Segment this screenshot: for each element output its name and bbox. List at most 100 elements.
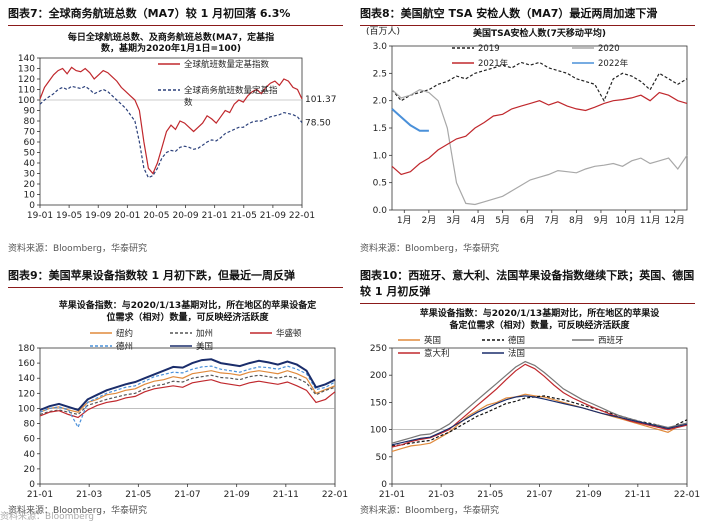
chart-subtitle: 位需求（相对）数量，可反映经济活跃度 — [106, 311, 269, 323]
panel-global-flights: 图表7：全球商务航班总数（MA7）较 1 月初回落 6.3% 每日全球航班总数、… — [0, 0, 351, 262]
series-line-美国 — [39, 358, 336, 412]
y-tick-label: 40 — [24, 159, 36, 169]
legend-label: 2020 — [598, 44, 620, 54]
legend-label: 2021年 — [478, 58, 509, 69]
y-tick-label: 30 — [24, 170, 36, 180]
panel-tsa: 图表8：美国航空 TSA 安检人数（MA7）最近两周加速下滑 美国TSA安检人数… — [352, 0, 703, 262]
series-line-2022年 — [391, 108, 429, 132]
legend-label: 数 — [184, 97, 193, 108]
y-tick-label: 60 — [24, 435, 36, 445]
chart-subtitle: 美国TSA安检人数(7天移动平均) — [473, 27, 606, 39]
y-tick-label: 140 — [18, 374, 35, 384]
panel-eu-apple-mobility: 图表10：西班牙、意大利、法国苹果设备指数继续下跌；英国、德国较 1 月初反弹 … — [352, 262, 703, 524]
chart-tsa: 美国TSA安检人数(7天移动平均) (百万人) 0.0 0.5 1.0 1.5 2.0 2.5… — [366, 26, 688, 226]
y-tick-label: 150 — [370, 398, 387, 408]
legend-label: 美国 — [196, 341, 213, 352]
watermark: 资料来源：Bloomberg — [0, 512, 94, 522]
y-tick-label: 140 — [18, 54, 35, 64]
y-tick-label: 100 — [370, 426, 387, 436]
legend-label: 西班牙 — [598, 335, 624, 346]
panel-title: 图表9：美国苹果设备指数较 1 月初下跌，但最近一周反弹 — [8, 268, 343, 288]
x-tick-label: 21-01 — [379, 490, 405, 500]
series-line-2021年 — [391, 91, 688, 176]
y-tick-label: 160 — [18, 359, 35, 369]
series-line-2019 — [391, 61, 688, 103]
x-tick-label: 21-01 — [27, 490, 53, 500]
series-line-法国 — [391, 395, 688, 446]
y-tick-label: 50 — [376, 453, 388, 463]
y-tick-label: 90 — [24, 107, 36, 117]
x-tick-label: 21-03 — [76, 490, 102, 500]
x-tick-label: 20-01 — [114, 211, 140, 221]
y-tick-label: 250 — [370, 344, 387, 354]
y-tick-label: 20 — [24, 180, 36, 190]
plot-frame — [39, 57, 303, 206]
y-tick-label: 0 — [381, 480, 387, 490]
y-tick-label: 40 — [24, 450, 36, 460]
y-tick-label: 100 — [18, 96, 35, 106]
x-tick-label: 5月 — [495, 215, 510, 226]
legend-label: 纽约 — [116, 328, 133, 339]
x-tick-label: 9月 — [594, 215, 609, 226]
source-note: 资料来源：Bloomberg，华泰研究 — [8, 244, 147, 254]
legend-label: 加州 — [196, 328, 213, 339]
series-line-德国 — [391, 395, 688, 447]
source-note: 资料来源：Bloomberg，华泰研究 — [360, 244, 499, 254]
x-tick-label: 21-01 — [202, 211, 228, 221]
x-tick-label: 21-05 — [125, 490, 151, 500]
y-tick-label: 120 — [18, 75, 35, 85]
x-tick-label: 12月 — [664, 215, 684, 226]
x-tick-label: 3月 — [446, 215, 461, 226]
legend-label: 德州 — [116, 341, 133, 352]
end-label-business: 78.50 — [305, 119, 331, 129]
x-tick-label: 19-05 — [56, 211, 82, 221]
series-line-加州 — [39, 374, 336, 416]
chart-subtitle: 每日全球航班总数、及商务航班总数(MA7，定基指 — [68, 31, 274, 43]
chart-subtitle: 备定位需求（相对）数量，可反映经济活跃度 — [448, 319, 630, 331]
x-tick-label: 7月 — [544, 215, 559, 226]
legend-label: 法国 — [508, 348, 525, 359]
y-tick-label: 0.5 — [373, 179, 387, 189]
panel-title: 图表8：美国航空 TSA 安检人数（MA7）最近两周加速下滑 — [360, 6, 695, 26]
legend-label: 华盛顿 — [276, 328, 302, 339]
series-line-全球航班数量定基指数 — [39, 66, 303, 175]
y-tick-label: 3.0 — [373, 42, 388, 52]
x-tick-label: 8月 — [569, 215, 584, 226]
x-tick-label: 21-11 — [273, 490, 299, 500]
source-note: 资料来源：Bloomberg，华泰研究 — [360, 506, 499, 516]
x-tick-label: 21-09 — [224, 490, 250, 500]
chart-global-flights: 每日全球航班总数、及商务航班总数(MA7，定基指数，基期为2020年1月1日=1… — [18, 31, 337, 221]
y-tick-label: 2.5 — [373, 69, 387, 79]
series-line-德州 — [39, 365, 336, 429]
chart-subtitle: 苹果设备指数：与2020/1/13基期对比，所在地区的苹果设备定 — [59, 299, 317, 311]
y-tick-label: 0.0 — [373, 206, 388, 216]
legend-label: 全球航班数量定基指数 — [184, 59, 270, 70]
x-tick-label: 20-09 — [172, 211, 198, 221]
legend-label: 德国 — [508, 335, 525, 346]
x-tick-label: 19-01 — [27, 211, 53, 221]
y-tick-label: 120 — [18, 389, 35, 399]
y-tick-label: 0 — [29, 480, 35, 490]
y-tick-label: 2.0 — [373, 97, 388, 107]
plot-frame — [391, 45, 688, 211]
chart-subtitle: 苹果设备指数：与2020/1/13基期对比，所在地区的苹果设 — [420, 307, 660, 319]
x-tick-label: 21-05 — [477, 490, 503, 500]
x-tick-label: 2月 — [422, 215, 437, 226]
series-line-2020 — [391, 89, 688, 206]
y-tick-label: 130 — [18, 65, 35, 75]
chart-eu-apple-mobility: 苹果设备指数：与2020/1/13基期对比，所在地区的苹果设备定位需求（相对）数… — [370, 307, 700, 500]
legend-label: 全球商务航班数量定基指 — [184, 85, 278, 96]
legend-label: 意大利 — [424, 348, 450, 359]
y-tick-label: 60 — [24, 138, 36, 148]
x-tick-label: 20-05 — [143, 211, 169, 221]
y-tick-label: 50 — [24, 149, 36, 159]
panel-title: 图表10：西班牙、意大利、法国苹果设备指数继续下跌；英国、德国较 1 月初反弹 — [360, 268, 695, 304]
legend-label: 2019 — [478, 44, 500, 54]
x-tick-label: 10月 — [615, 215, 635, 226]
series-line-全球商务航班数量定基指数 — [39, 85, 303, 179]
legend-label: 2022年 — [598, 58, 629, 69]
y-tick-label: 70 — [24, 128, 36, 138]
x-tick-label: 1月 — [397, 215, 412, 226]
x-tick-label: 19-09 — [85, 211, 111, 221]
y-tick-label: 80 — [24, 420, 36, 430]
